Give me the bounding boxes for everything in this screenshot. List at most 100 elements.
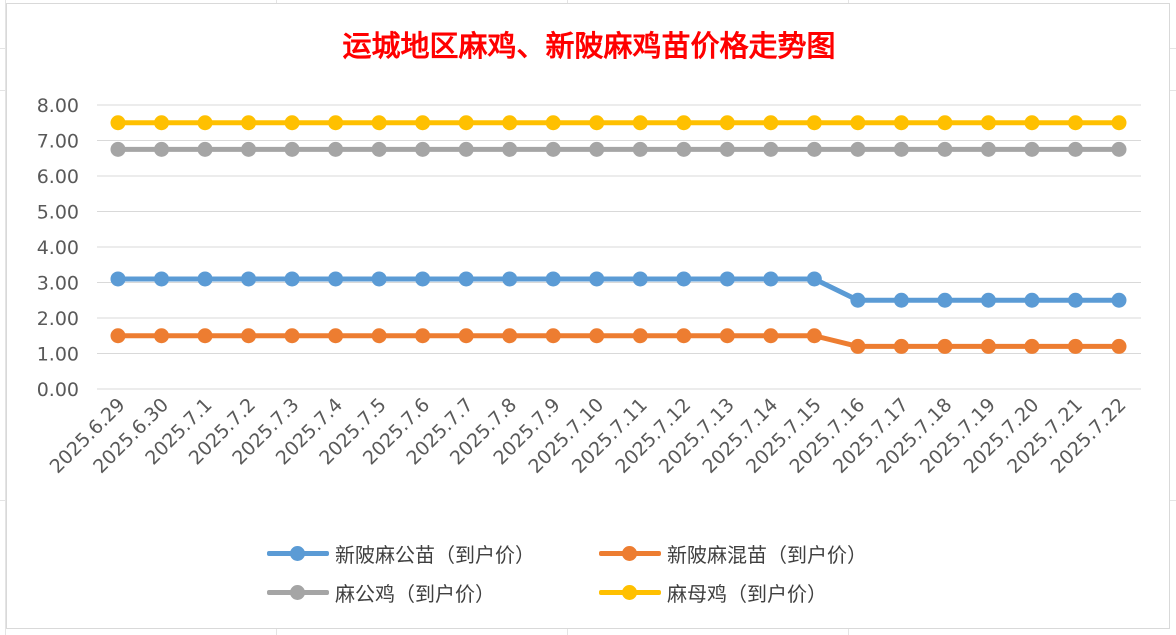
series-2-point [632,328,648,344]
y-tick-label: 2.00 [37,308,79,330]
series-2-point [502,328,518,344]
y-tick-label: 3.00 [37,273,79,295]
series-2-point [719,328,735,344]
series-2-point [1024,338,1040,354]
series-4-point [110,115,126,131]
y-tick-label: 0.00 [37,379,79,401]
series-4-point [632,115,648,131]
series-2-point [415,328,431,344]
series-2-point [893,338,909,354]
legend-swatch-series-4 [599,577,661,607]
legend-item-series-3[interactable]: 麻公鸡（到户价） [267,577,495,607]
series-4-point [1024,115,1040,131]
legend-label-series-3: 麻公鸡（到户价） [335,581,495,606]
series-2-point [589,328,605,344]
series-2-point [937,338,953,354]
series-2-point [1067,338,1083,354]
series-3-point [632,141,648,157]
plot-area: 0.001.002.003.004.005.006.007.008.002025… [37,95,1141,478]
legend-label-series-4: 麻母鸡（到户价） [667,581,827,606]
series-3-point [415,141,431,157]
series-1-point [502,271,518,287]
series-4-point [284,115,300,131]
series-4-point [1111,115,1127,131]
series-1-point [806,271,822,287]
series-4-point [154,115,170,131]
y-tick-label: 6.00 [37,166,79,188]
series-1-point [850,292,866,308]
series-3-point [676,141,692,157]
series-3-point [458,141,474,157]
series-2-point [545,328,561,344]
series-3-point [850,141,866,157]
series-4-point [980,115,996,131]
series-2-point [763,328,779,344]
series-1-point [1024,292,1040,308]
series-4-point [763,115,779,131]
series-3-point [284,141,300,157]
series-3-point [371,141,387,157]
series-4-point [719,115,735,131]
series-1-point [545,271,561,287]
y-tick-label: 4.00 [37,237,79,259]
series-4-point [937,115,953,131]
series-3-point [893,141,909,157]
series-1-point [1067,292,1083,308]
legend-swatch-series-3 [267,577,329,607]
series-1-point [937,292,953,308]
series-1-point [328,271,344,287]
series-4-point [458,115,474,131]
series-2-point [1111,338,1127,354]
series-4-point [371,115,387,131]
legend-swatch-series-2 [599,538,661,568]
series-2-point [241,328,257,344]
y-tick-label: 7.00 [37,131,79,153]
series-3-point [589,141,605,157]
legend-item-series-2[interactable]: 新陂麻混苗（到户价） [599,538,867,568]
series-3-point [937,141,953,157]
series-2-point [458,328,474,344]
series-1-point [110,271,126,287]
series-3-point [545,141,561,157]
y-tick-label: 5.00 [37,202,79,224]
series-1-point [719,271,735,287]
series-4-point [502,115,518,131]
series-4-point [1067,115,1083,131]
series-3-point [328,141,344,157]
series-1-point [676,271,692,287]
series-4-point [197,115,213,131]
legend-item-series-1[interactable]: 新陂麻公苗（到户价） [267,538,535,568]
series-2-point [806,328,822,344]
series-4-point [328,115,344,131]
series-3-point [502,141,518,157]
legend-item-series-4[interactable]: 麻母鸡（到户价） [599,577,827,607]
series-3-point [763,141,779,157]
series-1-point [893,292,909,308]
series-1-point [415,271,431,287]
series-2-point [850,338,866,354]
series-1-point [632,271,648,287]
y-tick-label: 1.00 [37,344,79,366]
series-3-point [1024,141,1040,157]
series-2-point [371,328,387,344]
series-2-point [197,328,213,344]
series-3-point [197,141,213,157]
series-4-point [676,115,692,131]
series-1-point [197,271,213,287]
chart-area[interactable]: 运城地区麻鸡、新陂麻鸡苗价格走势图 0.00 1.00 2.00 3.00 4.00 5.… [6,3,1170,629]
series-4-point [893,115,909,131]
sheet-gridline [5,0,6,635]
series-4-point [415,115,431,131]
legend-label-series-1: 新陂麻公苗（到户价） [335,542,535,567]
series-1-point [458,271,474,287]
series-3-point [110,141,126,157]
y-tick-label: 8.00 [37,95,79,117]
series-3-point [806,141,822,157]
series-2-point [980,338,996,354]
series-1-point [1111,292,1127,308]
series-3-point [154,141,170,157]
series-1-point [284,271,300,287]
series-4-point [806,115,822,131]
series-line-2 [115,333,1122,349]
series-1-point [371,271,387,287]
